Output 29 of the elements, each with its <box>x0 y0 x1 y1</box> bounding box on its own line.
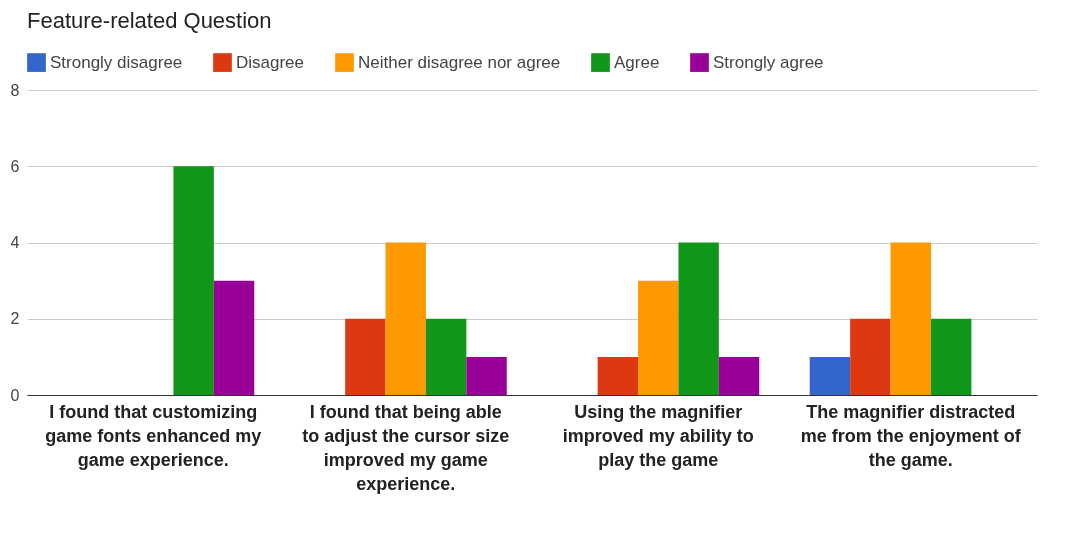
bar <box>425 318 467 395</box>
legend-label: Strongly disagree <box>50 52 183 72</box>
bar <box>890 242 931 395</box>
legend-label: Agree <box>614 52 660 72</box>
legend-label: Neither disagree nor agree <box>358 52 561 72</box>
bar <box>809 356 851 395</box>
x-tick-label: The magnifier distracted me from the enjoyment of the game. <box>800 401 1022 470</box>
y-tick-label: 2 <box>10 310 20 328</box>
y-tick-label: 8 <box>10 81 20 99</box>
bar <box>638 280 679 395</box>
x-tick-label: Using the magnifier improved my ability to play the game <box>562 401 754 470</box>
y-tick-label: 0 <box>10 386 20 404</box>
y-tick-label: 4 <box>10 234 20 251</box>
legend-label: Strongly agree <box>713 52 824 72</box>
legend-label: Disagree <box>236 52 305 72</box>
chart-title: Feature-related Question <box>27 8 272 33</box>
bar <box>466 356 507 395</box>
bar <box>213 280 255 395</box>
x-tick-label: I found that being able to adjust the cursor size improved my game experience. <box>302 401 510 494</box>
bar <box>173 166 214 395</box>
x-tick-label: I found that customizing game fonts enhanced my game experience. <box>45 401 262 470</box>
bar <box>597 356 639 395</box>
y-tick-label: 6 <box>10 157 20 175</box>
bar <box>678 242 719 395</box>
bar <box>345 318 386 395</box>
bar <box>385 242 426 395</box>
bar <box>850 318 891 395</box>
bar <box>930 318 972 395</box>
bar <box>718 356 760 395</box>
